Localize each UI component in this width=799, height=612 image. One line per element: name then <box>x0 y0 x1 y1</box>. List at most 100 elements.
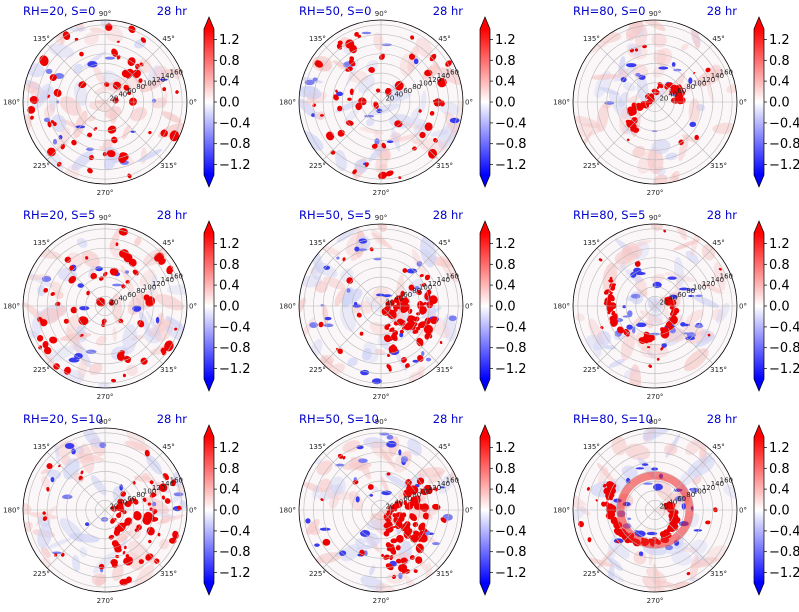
negative-anomaly <box>132 305 142 312</box>
colorbar-tick-label: −0.8 <box>495 545 527 560</box>
positive-anomaly <box>117 505 125 513</box>
positive-anomaly <box>359 331 364 336</box>
negative-anomaly <box>626 324 633 330</box>
field-patch <box>711 308 724 321</box>
positive-anomaly <box>428 332 433 339</box>
positive-anomaly <box>406 322 414 330</box>
positive-anomaly <box>422 512 430 520</box>
positive-anomaly <box>430 316 439 325</box>
angular-gridline <box>596 451 656 511</box>
positive-anomaly <box>119 578 129 586</box>
positive-anomaly <box>410 35 415 40</box>
positive-anomaly <box>417 300 424 310</box>
angular-gridline <box>596 43 656 103</box>
field-patch <box>73 63 83 74</box>
field-patch <box>643 428 658 444</box>
radial-tick-label: 40 <box>394 499 403 507</box>
field-patch <box>155 293 185 311</box>
positive-anomaly <box>122 373 126 378</box>
positive-anomaly <box>335 89 338 93</box>
positive-anomaly <box>686 571 691 576</box>
positive-anomaly <box>111 136 118 144</box>
positive-anomaly <box>613 519 619 525</box>
negative-anomaly <box>373 257 382 261</box>
radial-tick-label: 40 <box>394 91 403 99</box>
negative-anomaly <box>425 357 432 362</box>
colorbar-tick-label: 0.4 <box>219 483 240 498</box>
colorbar-gradient <box>480 233 490 379</box>
colorbar-tick-label: −0.8 <box>219 137 251 152</box>
colorbar-tick-label: −0.8 <box>495 137 527 152</box>
angle-tick-label: 225° <box>33 570 50 578</box>
polar-frame <box>298 223 464 389</box>
negative-anomaly <box>84 522 90 527</box>
radial-tick-label: 160 <box>720 69 733 77</box>
positive-anomaly <box>154 558 160 564</box>
field-patch <box>155 514 185 525</box>
field-patch <box>369 103 400 116</box>
field-patch <box>137 148 163 163</box>
field-patch <box>343 107 361 125</box>
colorbar-extend-max <box>204 425 214 437</box>
field-patch <box>73 339 91 368</box>
field-patch <box>79 443 95 474</box>
colorbar-tick-label: 0.0 <box>495 504 516 519</box>
colorbar-tick-label: −0.8 <box>769 341 799 356</box>
negative-anomaly <box>319 527 331 531</box>
field-patch <box>420 90 427 112</box>
colorbar: 1.2 0.8 0.4 0.0 −0.4 −0.8 −1.2 <box>753 16 799 188</box>
positive-anomaly <box>325 131 335 141</box>
positive-anomaly <box>408 513 418 522</box>
negative-anomaly <box>413 58 419 65</box>
radial-tick-label: 60 <box>403 291 412 299</box>
angle-tick-label: 0° <box>465 99 473 107</box>
angle-tick-label: 90° <box>375 214 387 222</box>
field-patch <box>573 490 587 507</box>
field-patch <box>623 82 637 92</box>
positive-anomaly <box>36 334 44 342</box>
field-patch <box>329 494 339 509</box>
angle-tick-label: 270° <box>647 597 664 605</box>
positive-anomaly <box>170 479 176 487</box>
positive-anomaly <box>384 325 388 328</box>
negative-anomaly <box>635 467 645 470</box>
angular-gridline <box>654 101 714 161</box>
field-patch <box>427 471 444 485</box>
field-patch <box>71 150 94 171</box>
angular-gridline <box>104 509 164 569</box>
positive-anomaly <box>617 326 625 334</box>
positive-anomaly <box>149 480 154 485</box>
colorbar-gradient <box>754 437 764 583</box>
positive-anomaly <box>705 520 711 525</box>
negative-anomaly <box>685 336 696 341</box>
field-patch <box>347 357 358 367</box>
colorbar-extend-min <box>204 583 214 595</box>
field-patch <box>125 364 138 377</box>
colorbar-gradient <box>204 437 214 583</box>
field-patch <box>380 476 389 493</box>
negative-anomaly <box>386 434 394 440</box>
angular-gridline <box>380 101 440 161</box>
field-patch <box>342 440 361 453</box>
field-patch <box>646 350 656 359</box>
negative-anomaly <box>124 270 130 274</box>
angle-tick-label: 45° <box>712 443 724 451</box>
positive-anomaly <box>47 94 51 99</box>
field-patch <box>651 273 665 283</box>
angular-gridline <box>380 43 440 103</box>
positive-anomaly <box>150 492 155 497</box>
field-patch <box>632 315 644 326</box>
positive-anomaly <box>383 334 392 343</box>
angle-tick-label: 180° <box>553 99 570 107</box>
panel-time-label: 28 hr <box>433 4 464 18</box>
positive-anomaly <box>660 327 666 334</box>
positive-anomaly <box>420 503 430 512</box>
positive-anomaly <box>121 284 126 289</box>
positive-anomaly <box>439 340 443 345</box>
field-patch <box>37 284 46 296</box>
positive-anomaly <box>410 496 420 507</box>
anomaly-field <box>299 31 463 180</box>
radial-tick-label: 100 <box>143 80 156 88</box>
